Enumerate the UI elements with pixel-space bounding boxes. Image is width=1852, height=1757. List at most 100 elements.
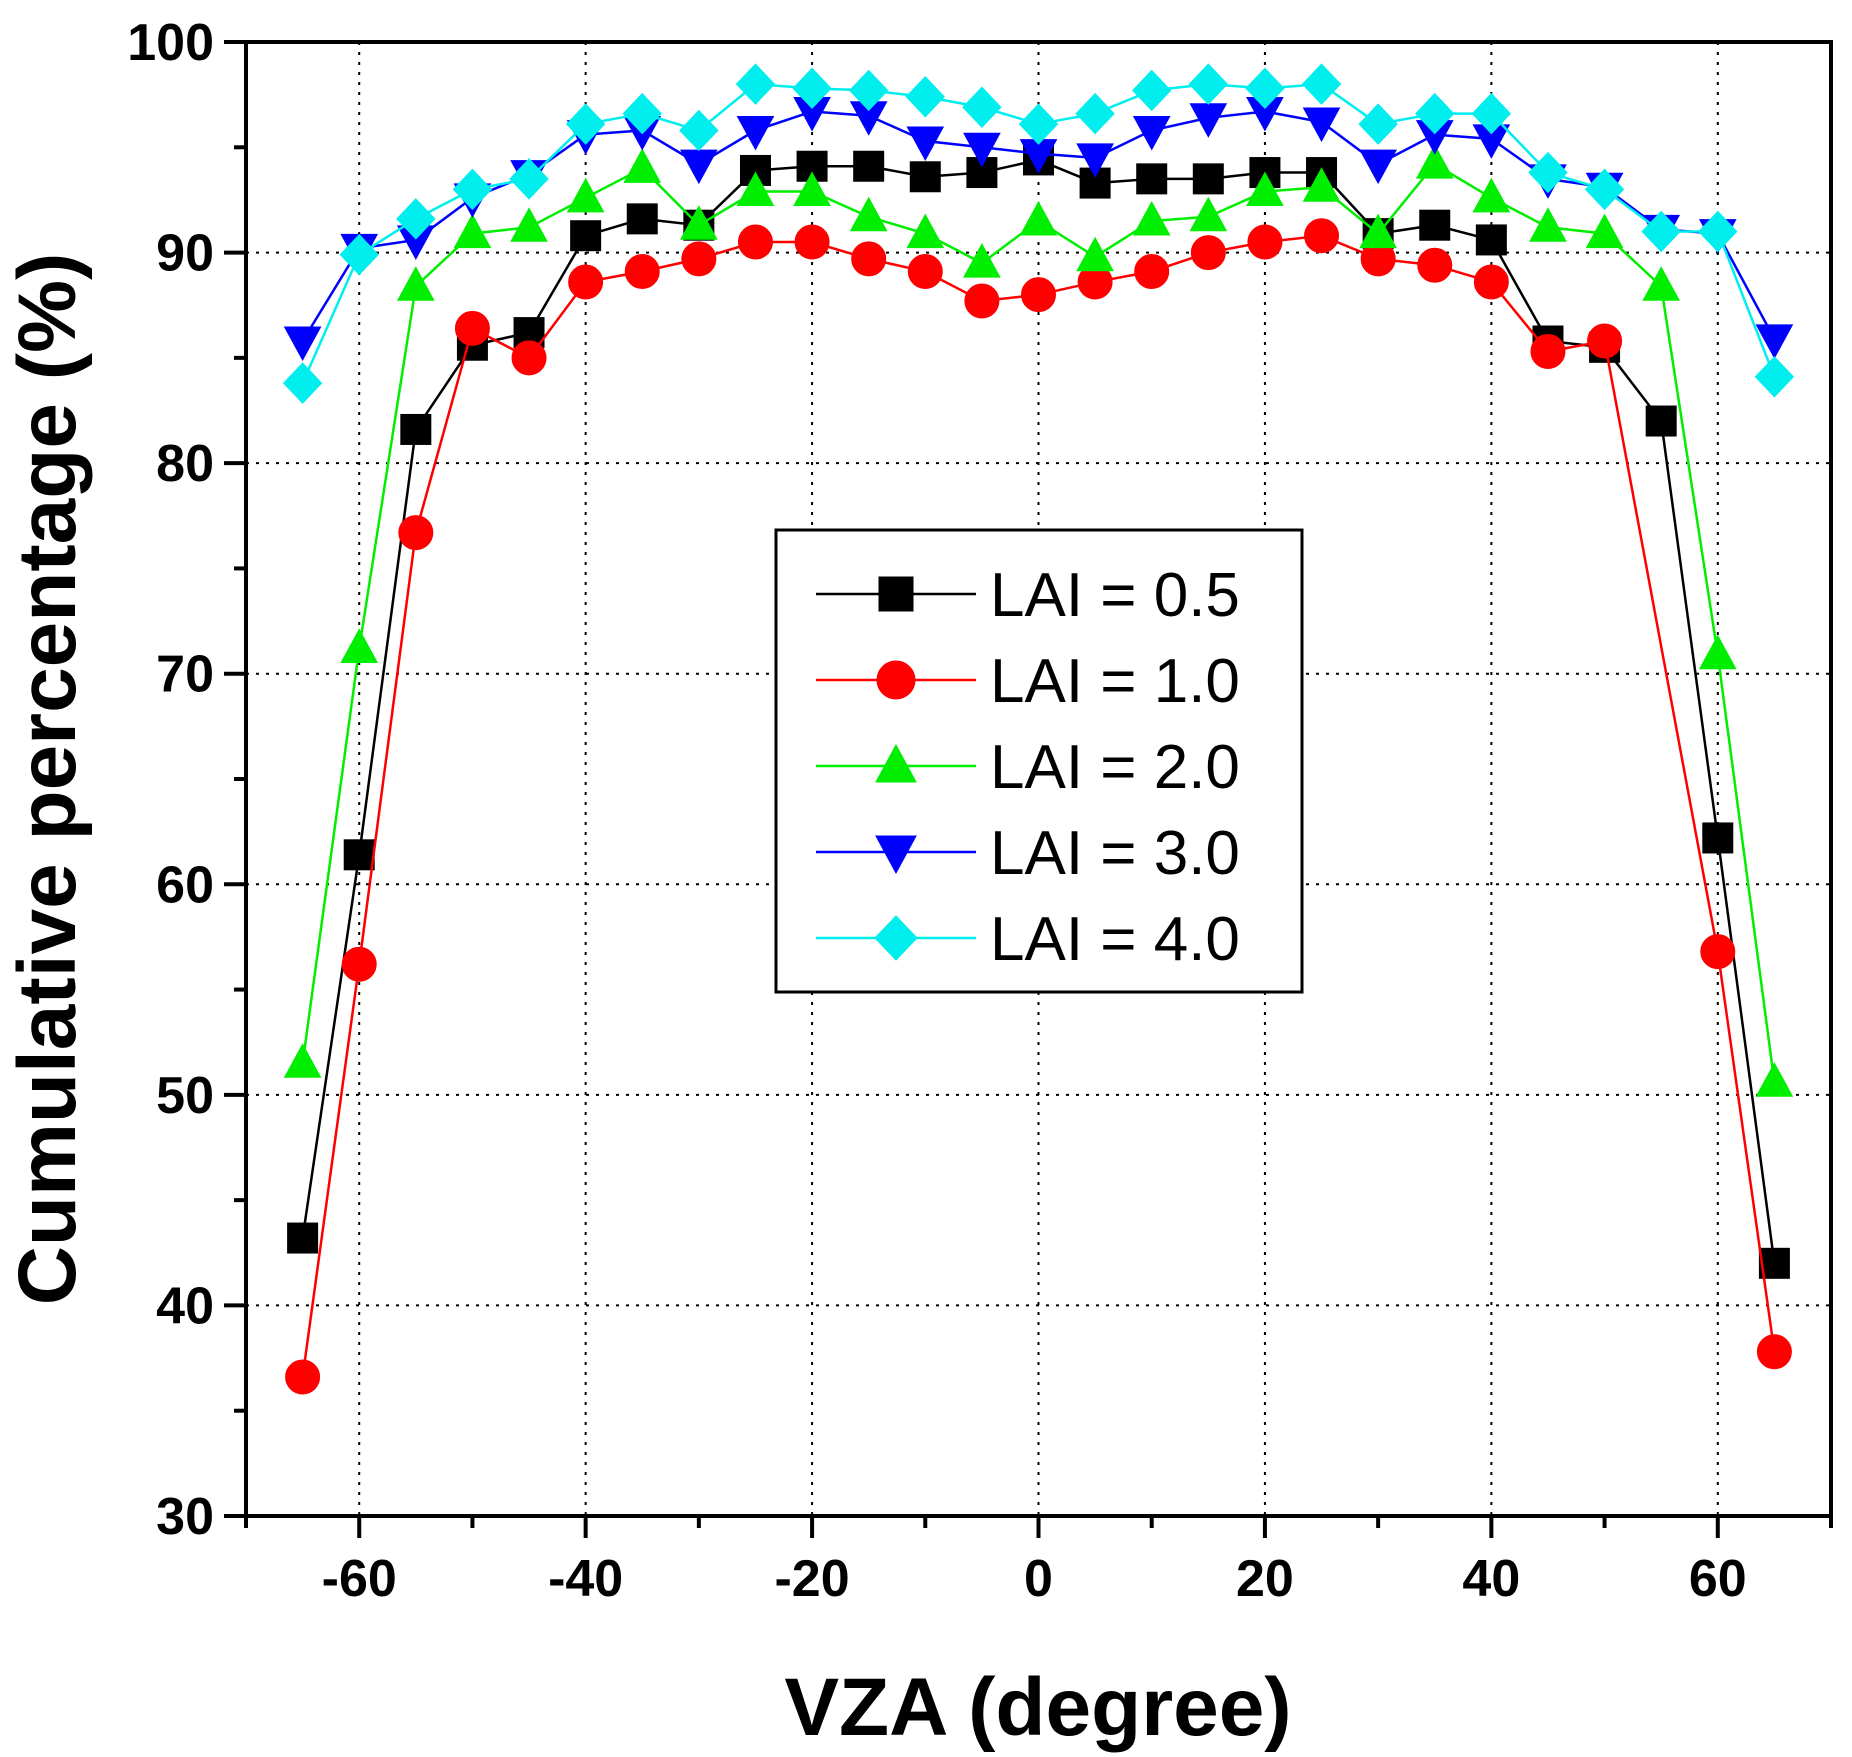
data-point-circle: [511, 340, 547, 376]
data-point-circle: [454, 310, 490, 346]
legend-item-2: LAI = 1.0: [816, 647, 1240, 716]
data-point-triangle-down: [1755, 324, 1794, 359]
y-tick-label: 90: [156, 225, 214, 283]
legend-label: LAI = 3.0: [990, 819, 1240, 888]
data-point-triangle-up: [793, 171, 831, 207]
data-point-diamond: [1132, 69, 1172, 112]
data-point-triangle-up: [1132, 200, 1171, 236]
y-tick-label: 40: [156, 1277, 214, 1335]
data-point-circle: [851, 241, 887, 277]
data-point-triangle-down: [875, 835, 917, 875]
data-point-square: [1475, 224, 1507, 256]
legend-label: LAI = 1.0: [990, 647, 1240, 716]
data-point-triangle-up: [623, 148, 662, 183]
data-point-circle: [737, 224, 773, 260]
data-point-circle: [1134, 254, 1170, 290]
data-point-triangle-up: [1529, 207, 1567, 242]
legend-item-4: LAI = 3.0: [816, 819, 1240, 888]
data-point-triangle-up: [566, 177, 605, 213]
data-point-circle: [1530, 334, 1566, 370]
x-tick-label: 20: [1236, 1550, 1294, 1608]
legend-item-3: LAI = 2.0: [816, 733, 1240, 802]
legend-item-5: LAI = 4.0: [816, 905, 1240, 974]
x-tick-label: 0: [1024, 1550, 1053, 1608]
data-point-diamond: [1075, 92, 1115, 135]
data-point-triangle-down: [283, 326, 322, 362]
data-point-circle: [1473, 264, 1509, 300]
axes-layer: -60 -40 -20 0 20 40 60 30 40 50 60 70 80 90 100: [127, 14, 1833, 1608]
x-tick-label: 40: [1462, 1550, 1520, 1608]
data-point-square: [909, 161, 941, 193]
y-axis-title: Cumulative percentage (%): [2, 253, 93, 1306]
data-point-circle: [341, 946, 377, 982]
legend-item-1: LAI = 0.5: [816, 561, 1240, 630]
data-point-circle: [1021, 277, 1056, 313]
data-point-diamond: [792, 67, 832, 110]
data-point-diamond: [679, 109, 719, 152]
data-point-square: [1192, 163, 1224, 195]
data-point-diamond: [1188, 63, 1229, 105]
data-point-square: [853, 150, 885, 182]
y-tick-label: 60: [156, 856, 214, 914]
data-point-square: [287, 1222, 319, 1254]
data-point-triangle-up: [680, 205, 718, 240]
data-point-triangle-up: [1246, 171, 1284, 207]
data-point-circle: [681, 241, 717, 277]
legend-label: LAI = 0.5: [990, 561, 1240, 630]
data-point-square: [626, 203, 658, 235]
series-3: [283, 144, 1794, 1097]
data-point-triangle-up: [963, 243, 1001, 278]
data-point-square: [1645, 405, 1677, 437]
data-point-circle: [1304, 218, 1340, 254]
data-point-triangle-up: [849, 196, 888, 232]
data-point-square: [878, 576, 914, 612]
data-point-triangle-up: [510, 207, 548, 242]
y-tick-label: 80: [156, 435, 214, 493]
legend-label: LAI = 4.0: [990, 905, 1240, 974]
data-point-square: [400, 413, 432, 445]
data-point-circle: [1700, 934, 1736, 970]
data-point-diamond: [874, 915, 918, 961]
data-point-square: [343, 839, 375, 871]
data-point-triangle-down: [736, 115, 775, 151]
data-point-diamond: [962, 86, 1002, 129]
data-point-circle: [876, 660, 916, 700]
data-point-diamond: [1698, 210, 1738, 253]
data-point-square: [570, 220, 602, 252]
data-point-diamond: [282, 362, 323, 404]
data-point-diamond: [565, 103, 606, 145]
data-point-triangle-up: [396, 266, 435, 301]
data-point-triangle-down: [1359, 149, 1397, 185]
data-point-diamond: [905, 76, 945, 118]
data-point-triangle-up: [1302, 167, 1341, 202]
data-point-circle: [907, 254, 943, 290]
data-point-triangle-up: [1415, 144, 1454, 179]
data-point-circle: [568, 264, 604, 300]
data-point-diamond: [1471, 92, 1512, 135]
data-point-circle: [964, 283, 1000, 319]
data-point-diamond: [396, 198, 436, 240]
y-tick-label: 30: [156, 1488, 214, 1546]
data-point-triangle-up: [736, 171, 775, 207]
y-tick-label: 50: [156, 1067, 214, 1125]
data-point-diamond: [622, 92, 662, 135]
data-point-triangle-up: [1642, 266, 1681, 301]
data-point-triangle-down: [963, 132, 1001, 168]
x-axis-title: VZA (degree): [784, 1662, 1291, 1753]
data-point-triangle-down: [1076, 143, 1114, 178]
data-point-triangle-down: [1132, 115, 1171, 151]
data-point-triangle-up: [1359, 213, 1397, 249]
data-point-circle: [1587, 323, 1623, 359]
data-point-triangle-up: [1755, 1062, 1794, 1097]
data-point-circle: [398, 515, 434, 551]
data-point-diamond: [509, 158, 549, 200]
data-point-diamond: [452, 168, 493, 211]
data-point-triangle-up: [1019, 200, 1058, 236]
data-point-diamond: [1528, 151, 1568, 194]
legend-box: [774, 528, 1304, 994]
data-point-triangle-down: [906, 126, 945, 162]
x-tick-label: -40: [548, 1550, 623, 1608]
data-point-square: [1702, 822, 1734, 854]
data-point-diamond: [1358, 103, 1398, 145]
